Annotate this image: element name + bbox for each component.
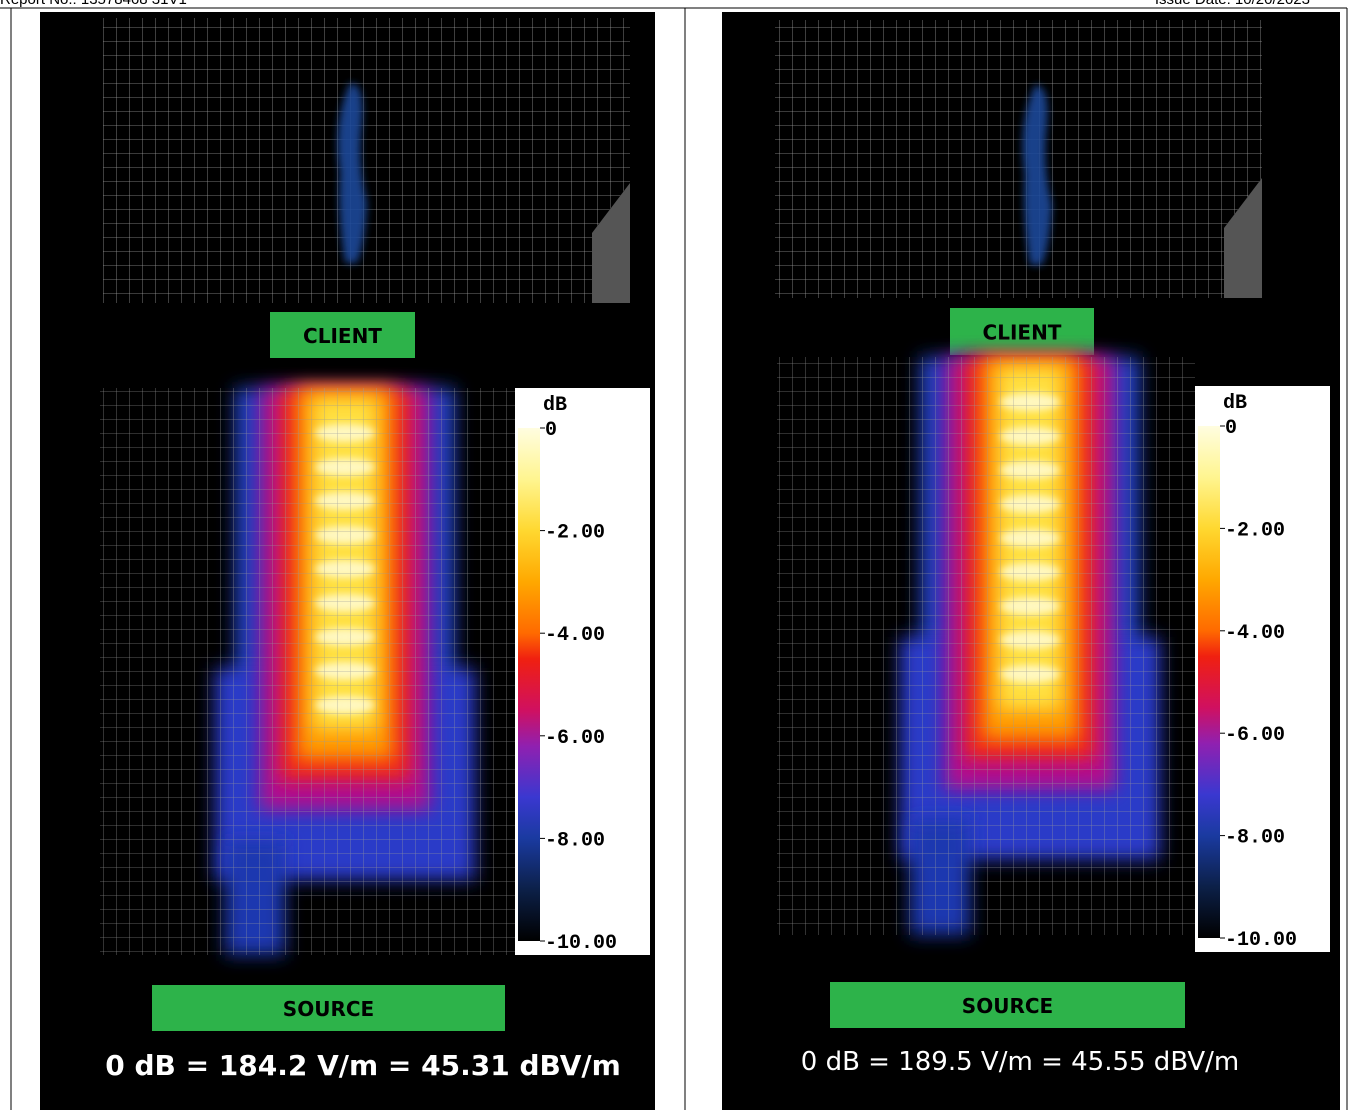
corner bbox=[1224, 178, 1262, 298]
caption: 0 dB = 184.2 V/m = 45.31 dBV/m bbox=[105, 1049, 621, 1082]
colorbar-label: 0 bbox=[545, 419, 557, 442]
client-label: CLIENT bbox=[983, 321, 1062, 345]
colorbar-label: -10.00 bbox=[545, 932, 617, 955]
heatmap-grid bbox=[777, 357, 1195, 935]
heatmap-grid bbox=[100, 388, 515, 955]
client-label: CLIENT bbox=[303, 324, 382, 348]
issue-date: Issue Date: 10/20/2023 bbox=[1155, 0, 1310, 8]
colorbar-label: -2.00 bbox=[545, 522, 605, 545]
top-field bbox=[1022, 85, 1052, 265]
colorbar-label: 0 bbox=[1225, 417, 1237, 440]
colorbar bbox=[518, 428, 540, 941]
colorbar-label: -10.00 bbox=[1225, 929, 1297, 952]
top-field bbox=[337, 83, 367, 263]
report-no: Report No.: 13578468 31V1 bbox=[0, 0, 187, 8]
colorbar-label: -8.00 bbox=[545, 829, 605, 852]
corner bbox=[592, 183, 630, 303]
top-grid bbox=[103, 18, 630, 303]
source-label: SOURCE bbox=[962, 994, 1053, 1018]
source-label-bg bbox=[830, 982, 1185, 1028]
colorbar-label: -4.00 bbox=[1225, 622, 1285, 645]
client-label-bg bbox=[950, 308, 1094, 355]
colorbar-unit: dB bbox=[543, 394, 567, 417]
colorbar-label: -2.00 bbox=[1225, 519, 1285, 542]
top-grid bbox=[775, 20, 1262, 298]
colorbar bbox=[1198, 426, 1220, 938]
colorbar-unit: dB bbox=[1223, 392, 1247, 415]
colorbar-label: -6.00 bbox=[545, 727, 605, 750]
client-label-bg bbox=[270, 312, 415, 358]
colorbar-label: -6.00 bbox=[1225, 724, 1285, 747]
colorbar-label: -4.00 bbox=[545, 624, 605, 647]
caption: 0 dB = 189.5 V/m = 45.55 dBV/m bbox=[801, 1047, 1239, 1077]
source-label-bg bbox=[152, 985, 505, 1031]
colorbar-label: -8.00 bbox=[1225, 827, 1285, 850]
source-label: SOURCE bbox=[283, 997, 374, 1021]
